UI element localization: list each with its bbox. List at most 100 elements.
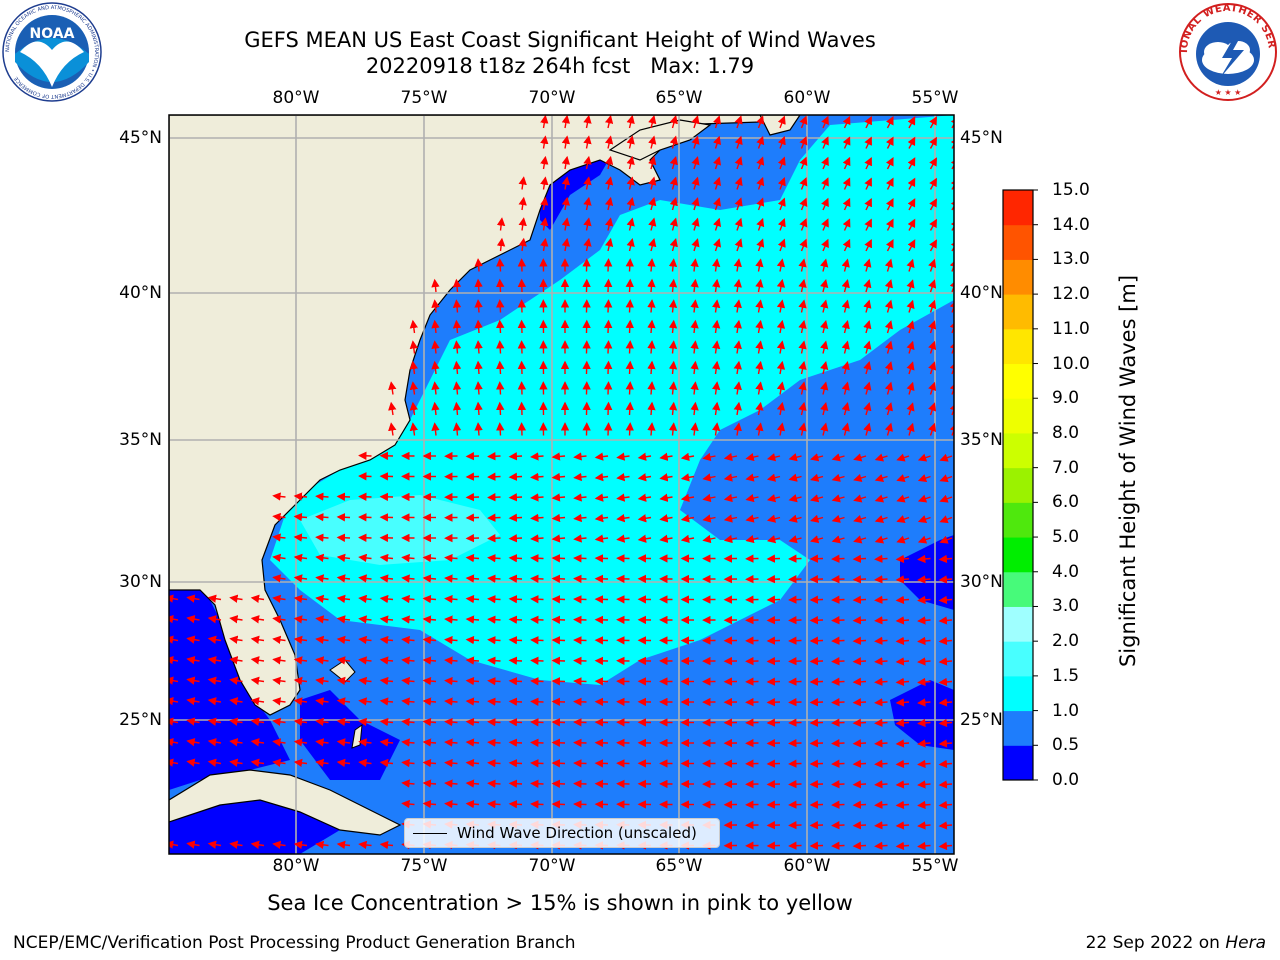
wave-direction-arrow (680, 534, 695, 544)
wave-direction-arrow (733, 258, 742, 272)
wave-direction-arrow (884, 340, 893, 354)
wave-direction-arrow (508, 615, 523, 624)
wave-direction-arrow (949, 422, 954, 436)
wave-direction-arrow (884, 258, 893, 272)
wave-direction-arrow (169, 697, 179, 706)
wave-direction-arrow (444, 758, 458, 768)
wave-direction-arrow (530, 513, 544, 523)
wave-direction-arrow (917, 575, 931, 584)
colorbar-segment (1003, 467, 1033, 503)
wave-direction-arrow (379, 574, 394, 583)
wave-direction-arrow (293, 656, 308, 665)
wave-direction-arrow (734, 176, 743, 190)
wave-direction-arrow (496, 319, 505, 334)
wave-direction-arrow (496, 237, 506, 252)
colorbar-label: Significant Height of Wind Waves [m] (1116, 274, 1140, 668)
wave-direction-arrow (626, 237, 635, 252)
wave-direction-arrow (508, 574, 523, 583)
wave-direction-arrow (594, 493, 609, 502)
wave-direction-arrow (229, 840, 243, 849)
wave-direction-arrow (798, 258, 807, 272)
wave-direction-arrow (647, 401, 656, 416)
wave-direction-arrow (680, 493, 695, 503)
wave-direction-arrow (907, 218, 916, 231)
wave-direction-arrow (626, 196, 635, 211)
wave-direction-arrow (431, 278, 440, 293)
wave-direction-arrow (841, 402, 850, 416)
wave-direction-arrow (465, 594, 480, 604)
wave-direction-arrow (690, 401, 699, 416)
wave-direction-arrow (518, 196, 527, 211)
wave-direction-arrow (852, 616, 867, 625)
wave-direction-arrow (583, 237, 592, 252)
wave-direction-arrow (169, 615, 179, 624)
wave-direction-arrow (604, 422, 613, 436)
wave-direction-arrow (938, 595, 953, 605)
wave-direction-arrow (336, 553, 351, 563)
wave-direction-arrow (530, 595, 544, 604)
svg-text:NOAA: NOAA (30, 26, 75, 42)
wave-direction-arrow (885, 239, 894, 252)
wave-direction-arrow (561, 135, 571, 149)
wave-direction-arrow (863, 320, 872, 334)
wave-direction-arrow (756, 135, 765, 149)
wave-direction-arrow (358, 615, 372, 624)
wave-direction-arrow (949, 402, 954, 416)
wave-direction-arrow (841, 258, 850, 272)
wave-direction-arrow (809, 677, 824, 686)
wave-direction-arrow (864, 156, 872, 170)
colorbar-tick-label: 9.0 (1052, 388, 1080, 409)
wave-direction-arrow (487, 594, 501, 604)
wave-direction-arrow (272, 697, 286, 706)
wave-direction-arrow (895, 698, 910, 707)
wave-direction-arrow (777, 176, 786, 190)
wave-direction-arrow (669, 176, 678, 190)
wave-direction-arrow (487, 493, 501, 502)
wave-direction-arrow (928, 381, 937, 395)
wave-direction-arrow (452, 401, 462, 416)
wave-direction-arrow (929, 177, 937, 190)
wave-direction-arrow (229, 738, 243, 747)
wave-direction-arrow (820, 258, 829, 272)
wave-direction-arrow (452, 381, 462, 395)
wave-direction-arrow (508, 554, 523, 563)
wave-direction-arrow (272, 492, 286, 501)
wave-direction-arrow (864, 218, 872, 231)
wave-direction-arrow (788, 473, 802, 482)
wave-direction-arrow (756, 115, 765, 129)
wave-direction-arrow (207, 594, 222, 603)
wave-direction-arrow (508, 636, 523, 645)
wave-direction-arrow (647, 278, 656, 293)
wave-direction-arrow (788, 494, 802, 503)
wave-direction-arrow (530, 574, 544, 583)
lon-tick-top-75w: 75°W (400, 88, 448, 108)
footer-organization: NCEP/EMC/Verification Post Processing Pr… (13, 933, 576, 953)
wave-direction-arrow (508, 738, 523, 747)
wave-direction-arrow (573, 472, 587, 482)
wave-direction-arrow (409, 401, 418, 416)
wave-direction-arrow (841, 320, 850, 334)
colorbar-segment (1003, 537, 1033, 573)
wave-direction-arrow (409, 360, 418, 375)
wave-direction-arrow (465, 799, 480, 809)
wave-direction-arrow (229, 594, 243, 603)
wave-direction-arrow (551, 779, 566, 788)
wave-direction-arrow (465, 779, 480, 788)
wave-direction-arrow (315, 717, 329, 727)
wave-direction-arrow (508, 472, 523, 481)
wave-direction-arrow (810, 453, 824, 462)
wave-direction-arrow (755, 319, 764, 334)
colorbar-tick-label: 10.0 (1052, 353, 1090, 374)
wave-direction-arrow (809, 575, 824, 584)
wave-direction-arrow (551, 493, 566, 502)
wave-direction-arrow (229, 697, 243, 706)
wave-direction-arrow (625, 278, 634, 293)
wave-direction-arrow (487, 758, 501, 768)
wave-direction-arrow (949, 381, 954, 395)
wave-direction-arrow (518, 237, 527, 252)
wave-direction-arrow (186, 594, 200, 603)
wave-direction-arrow (712, 340, 721, 354)
wave-direction-arrow (798, 422, 807, 436)
lat-tick-left-45n: 45°N (119, 128, 162, 148)
wave-direction-arrow (594, 534, 609, 543)
